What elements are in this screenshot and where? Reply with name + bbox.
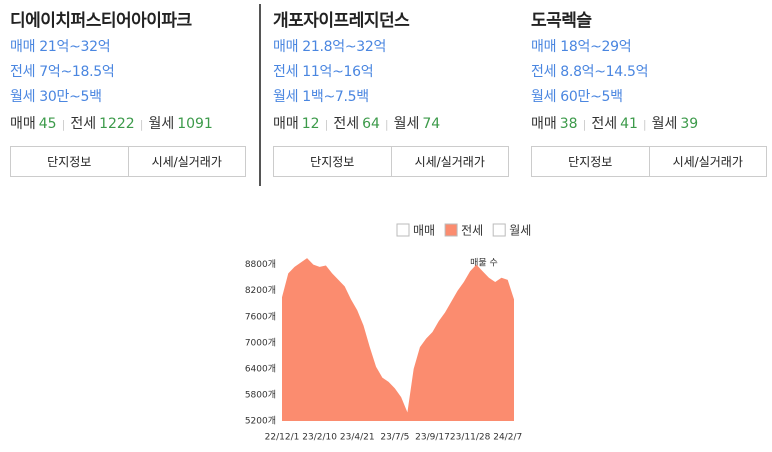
- count-value[interactable]: 1222: [99, 116, 135, 132]
- count-value[interactable]: 12: [301, 116, 320, 132]
- separator: |: [139, 118, 144, 131]
- count-value[interactable]: 1091: [177, 116, 213, 132]
- apartment-name[interactable]: 개포자이프레지던스: [273, 11, 410, 31]
- separator: |: [642, 118, 647, 131]
- y-tick-label: 5200개: [245, 416, 276, 427]
- x-tick-label: 23/11/28: [450, 433, 491, 443]
- separator: |: [384, 118, 389, 131]
- legend-swatch: [492, 223, 506, 237]
- x-tick-label: 23/4/21: [340, 433, 375, 443]
- count-label: 월세: [393, 116, 420, 132]
- tab-button[interactable]: 단지정보: [568, 155, 613, 169]
- y-tick-label: 7600개: [245, 311, 276, 322]
- tab-button[interactable]: 시세/실거래가: [127, 147, 246, 176]
- count-value[interactable]: 64: [362, 116, 380, 132]
- legend-swatch: [396, 223, 410, 237]
- price-range: 전세 8.8억~14.5억: [531, 64, 649, 80]
- listing-counts: 매매 45 | 전세 1222 | 월세 1091: [10, 113, 218, 133]
- y-tick-label: 6400개: [245, 363, 276, 374]
- x-tick-label: 23/9/17: [415, 433, 450, 443]
- price-range: 매매 21억~32억: [10, 39, 111, 55]
- tab-button[interactable]: 단지정보: [310, 155, 355, 169]
- count-label: 전세: [70, 116, 97, 132]
- count-label: 월세: [148, 116, 175, 132]
- tab-button[interactable]: 시세/실거래가: [648, 147, 767, 176]
- y-tick-label: 8800개: [245, 259, 276, 270]
- price-range: 매매 21.8억~32억: [273, 39, 387, 55]
- count-label: 전세: [333, 116, 360, 132]
- separator: |: [582, 118, 587, 131]
- y-tick-label: 7000개: [245, 337, 276, 348]
- legend-label: 월세: [509, 224, 531, 238]
- legend-label: 매매: [413, 224, 435, 238]
- price-range: 월세 1백~7.5백: [273, 89, 369, 105]
- separator: |: [324, 118, 329, 131]
- price-range: 전세 11억~16억: [273, 64, 374, 80]
- y-tick-label: 5800개: [245, 389, 276, 400]
- divider: [259, 4, 261, 186]
- button-group: 단지정보 시세/실거래가: [531, 146, 767, 177]
- x-tick-label: 23/7/5: [380, 433, 409, 443]
- price-range: 월세 30만~5백: [10, 89, 102, 105]
- tab-button[interactable]: 시세/실거래가: [390, 147, 509, 176]
- x-tick-label: 23/2/10: [302, 433, 337, 443]
- price-range: 매매 18억~29억: [531, 39, 632, 55]
- area: [282, 258, 514, 421]
- count-value[interactable]: 39: [680, 116, 699, 132]
- apartment-name[interactable]: 디에이치퍼스티어아이파크: [10, 11, 192, 31]
- chart-annotation: 매물 수: [470, 258, 498, 269]
- legend-swatch: [444, 223, 458, 237]
- apartment-name[interactable]: 도곡렉슬: [531, 11, 592, 31]
- count-value[interactable]: 45: [38, 116, 57, 132]
- separator: |: [61, 118, 66, 131]
- tab-button[interactable]: 단지정보: [47, 155, 92, 169]
- count-value[interactable]: 74: [422, 116, 441, 132]
- count-label: 매매: [531, 116, 557, 132]
- count-label: 매매: [273, 116, 299, 132]
- count-label: 매매: [10, 116, 36, 132]
- button-group: 단지정보 시세/실거래가: [10, 146, 246, 177]
- listing-counts: 매매 38 | 전세 41 | 월세 39: [531, 113, 703, 133]
- price-range: 월세 60만~5백: [531, 89, 623, 105]
- legend-label: 전세: [461, 224, 483, 238]
- count-value[interactable]: 41: [620, 116, 638, 132]
- button-group: 단지정보 시세/실거래가: [273, 146, 509, 177]
- count-value[interactable]: 38: [559, 116, 578, 132]
- x-tick-label: 22/12/1: [265, 433, 300, 443]
- count-label: 월세: [651, 116, 678, 132]
- count-label: 전세: [591, 116, 618, 132]
- y-tick-label: 8200개: [245, 285, 276, 296]
- price-range: 전세 7억~18.5억: [10, 64, 115, 80]
- x-tick-label: 24/2/7: [493, 433, 522, 443]
- listing-counts: 매매 12 | 전세 64 | 월세 74: [273, 113, 445, 133]
